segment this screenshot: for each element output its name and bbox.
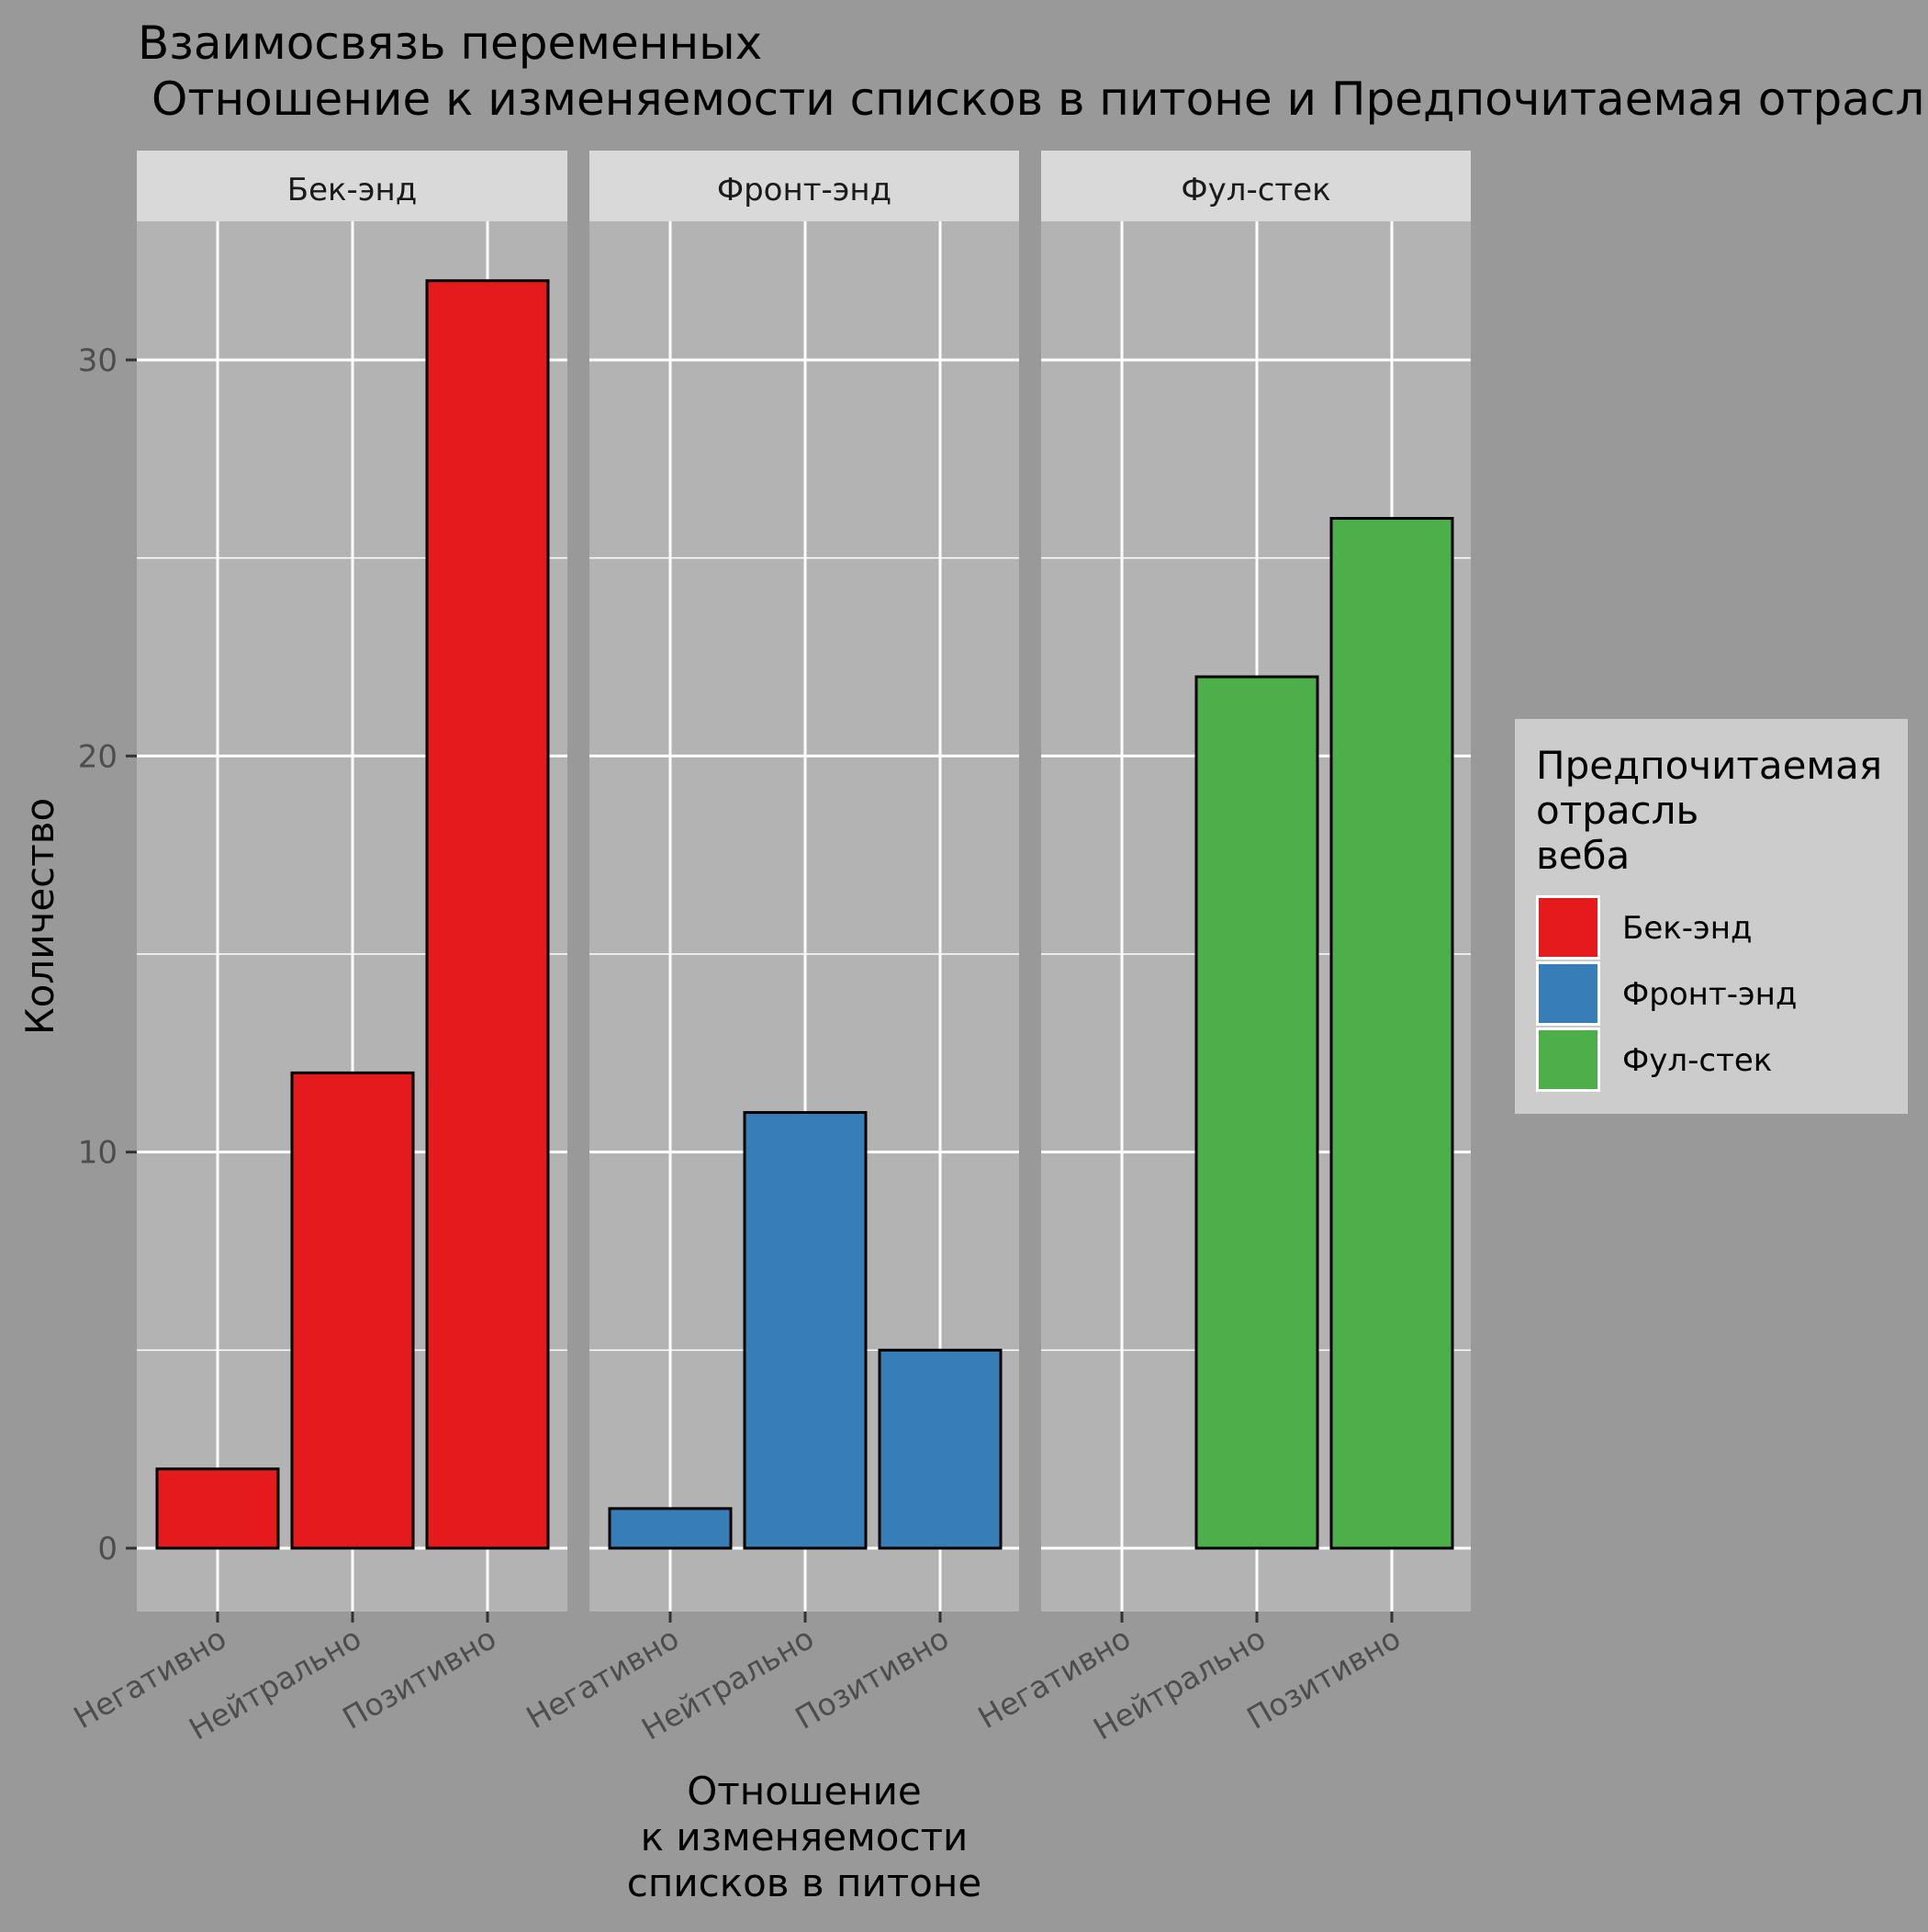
facet-strip (137, 151, 567, 221)
legend-swatch-2 (1539, 1030, 1597, 1089)
facet-strip-label: Бек-энд (287, 172, 417, 208)
bar-1-2 (878, 1348, 1003, 1550)
bar-2-1 (1194, 675, 1319, 1550)
legend-label: Фул-стек (1622, 1042, 1772, 1079)
legend-title-line: веба (1536, 833, 1630, 878)
y-tick-label: 10 (78, 1135, 118, 1172)
legend-label: Бек-энд (1622, 910, 1752, 947)
bar-0-0 (155, 1467, 280, 1550)
bar-1-1 (743, 1111, 868, 1550)
legend-swatch-0 (1539, 898, 1597, 957)
legend-title-line: Предпочитаемая (1536, 743, 1882, 788)
y-axis-label: Количество (17, 798, 62, 1035)
legend-title-line: отрасль (1536, 788, 1698, 833)
legend-swatch-1 (1539, 964, 1597, 1023)
x-axis-label-line: списков в питоне (627, 1860, 981, 1905)
x-tick-label: Позитивно (1241, 1620, 1407, 1736)
chart-title-line1: Взаимосвязь переменных (138, 17, 762, 70)
x-tick-label: Позитивно (337, 1620, 502, 1736)
bar-1-0 (608, 1507, 733, 1550)
y-tick-label: 30 (78, 343, 118, 379)
chart-title-line2: Отношение к изменяемости списков в питон… (151, 73, 1928, 126)
bar-0-2 (425, 279, 550, 1550)
y-tick-label: 0 (97, 1531, 118, 1567)
facet-strip-label: Фул-стек (1181, 172, 1330, 208)
facet-strip (1041, 151, 1471, 221)
legend-label: Фронт-энд (1622, 976, 1797, 1013)
bar-2-2 (1329, 517, 1454, 1550)
y-tick-label: 20 (78, 738, 118, 775)
facet-strip-label: Фронт-энд (717, 172, 891, 208)
bar-0-1 (290, 1071, 415, 1550)
facet-strip (589, 151, 1019, 221)
x-axis-label-line: Отношение (687, 1769, 922, 1814)
x-axis-label-line: к изменяемости (641, 1814, 969, 1859)
x-tick-label: Позитивно (790, 1620, 955, 1736)
